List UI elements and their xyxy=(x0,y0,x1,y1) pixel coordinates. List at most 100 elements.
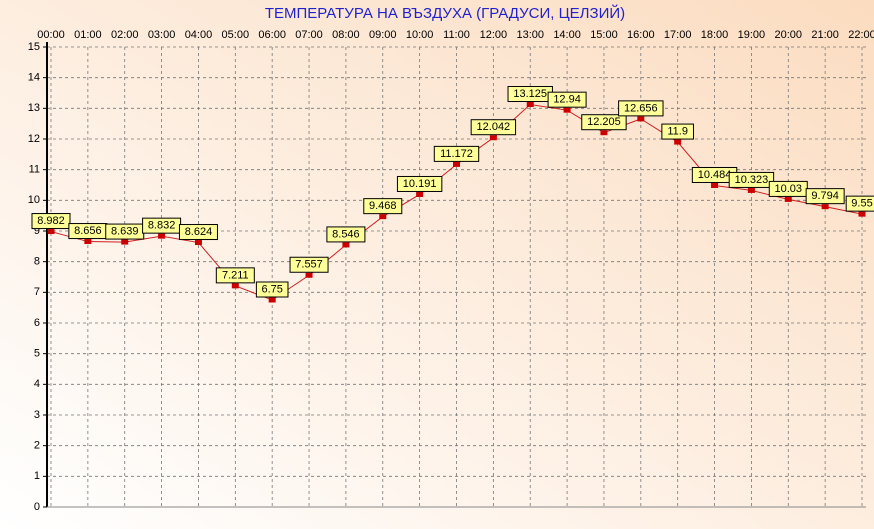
value-label: 8.546 xyxy=(332,228,360,240)
value-label-box xyxy=(470,119,517,136)
value-label: 6.75 xyxy=(261,283,282,295)
marker xyxy=(821,204,829,210)
value-label-box xyxy=(661,123,694,140)
marker xyxy=(379,214,387,220)
marker xyxy=(194,240,202,246)
marker xyxy=(526,102,534,107)
x-tick-label: 13:00 xyxy=(516,29,544,41)
value-label: 8.982 xyxy=(37,215,65,227)
y-tick-label: 13 xyxy=(28,102,40,114)
y-tick-label: 9 xyxy=(34,225,40,237)
value-label: 9.468 xyxy=(369,200,397,212)
marker xyxy=(563,107,571,113)
x-tick-label: 05:00 xyxy=(222,29,250,41)
y-tick-label: 7 xyxy=(34,286,40,298)
value-label: 10.323 xyxy=(735,174,769,186)
x-tick-label: 12:00 xyxy=(480,29,508,41)
x-tick-label: 14:00 xyxy=(553,29,581,41)
y-tick-label: 1 xyxy=(34,470,40,482)
y-tick-label: 12 xyxy=(28,133,40,145)
value-label: 7.557 xyxy=(295,259,323,271)
marker xyxy=(600,130,608,136)
value-label-box xyxy=(289,256,329,273)
y-tick-label: 10 xyxy=(28,194,40,206)
value-label: 11.172 xyxy=(440,148,473,160)
value-label: 8.832 xyxy=(148,220,176,232)
marker xyxy=(637,116,645,122)
value-label: 8.656 xyxy=(74,225,102,237)
y-tick-label: 11 xyxy=(29,164,40,176)
marker xyxy=(784,196,792,202)
value-label: 13.125 xyxy=(513,88,547,100)
value-label-box xyxy=(178,224,218,241)
value-label-box xyxy=(255,281,289,298)
y-tick-label: 8 xyxy=(34,256,40,268)
value-label-box xyxy=(215,267,255,284)
x-tick-label: 11:00 xyxy=(443,29,470,41)
marker xyxy=(84,239,92,245)
chart-title: ТЕМПЕРАТУРА НА ВЪЗДУХА (ГРАДУСИ, ЦЕЛЗИЙ) xyxy=(265,4,625,22)
x-tick-label: 08:00 xyxy=(332,29,360,41)
marker xyxy=(342,242,350,248)
value-label-box xyxy=(31,213,71,230)
marker xyxy=(489,135,497,141)
value-label: 10.191 xyxy=(403,178,437,190)
value-label: 7.211 xyxy=(222,269,249,281)
value-label-box xyxy=(363,198,403,215)
y-tick-label: 0 xyxy=(34,501,40,513)
value-label: 8.624 xyxy=(185,226,213,238)
value-label: 11.9 xyxy=(667,125,688,137)
marker xyxy=(121,239,129,245)
value-label-box xyxy=(618,100,664,117)
x-tick-label: 07:00 xyxy=(295,29,323,41)
marker xyxy=(47,229,55,235)
marker xyxy=(747,187,755,193)
x-tick-label: 00:00 xyxy=(37,29,65,41)
x-tick-label: 06:00 xyxy=(258,29,286,41)
x-tick-label: 02:00 xyxy=(111,29,139,41)
x-tick-label: 09:00 xyxy=(369,29,397,41)
value-label-box xyxy=(326,226,366,243)
marker xyxy=(453,161,460,167)
y-tick-label: 5 xyxy=(34,348,40,360)
value-label: 12.205 xyxy=(587,116,621,128)
y-tick-label: 15 xyxy=(28,41,40,53)
value-label: 9.794 xyxy=(811,190,839,202)
value-label: 12.042 xyxy=(477,121,511,133)
x-tick-label: 03:00 xyxy=(148,29,176,41)
value-label: 9.55 xyxy=(851,198,872,210)
value-label-box xyxy=(396,175,443,192)
x-tick-label: 04:00 xyxy=(185,29,213,41)
marker xyxy=(858,211,866,217)
x-tick-label: 16:00 xyxy=(627,29,655,41)
marker xyxy=(711,182,719,188)
y-tick-label: 2 xyxy=(34,440,40,452)
x-tick-label: 22:00 xyxy=(848,29,874,41)
x-tick-label: 18:00 xyxy=(701,29,729,41)
value-label-box xyxy=(845,195,874,212)
x-tick-label: 01:00 xyxy=(74,29,102,41)
x-tick-label: 19:00 xyxy=(738,29,766,41)
x-tick-label: 21:00 xyxy=(811,29,839,41)
y-tick-label: 3 xyxy=(34,409,40,421)
marker xyxy=(158,233,166,239)
x-tick-label: 10:00 xyxy=(406,29,434,41)
x-tick-label: 15:00 xyxy=(590,29,618,41)
value-label-box xyxy=(547,91,587,108)
x-tick-label: 17:00 xyxy=(664,29,692,41)
value-label-box xyxy=(728,171,775,188)
value-label: 8.639 xyxy=(111,225,139,237)
marker xyxy=(268,297,276,303)
y-tick-label: 14 xyxy=(28,72,40,84)
marker xyxy=(231,283,239,289)
value-label-box xyxy=(581,114,627,131)
marker xyxy=(416,191,424,197)
y-tick-label: 4 xyxy=(34,378,40,390)
value-label: 12.94 xyxy=(553,94,581,106)
value-label: 12.656 xyxy=(624,102,658,114)
value-label: 10.484 xyxy=(698,169,732,181)
value-label: 10.03 xyxy=(775,183,803,195)
marker xyxy=(674,139,682,145)
